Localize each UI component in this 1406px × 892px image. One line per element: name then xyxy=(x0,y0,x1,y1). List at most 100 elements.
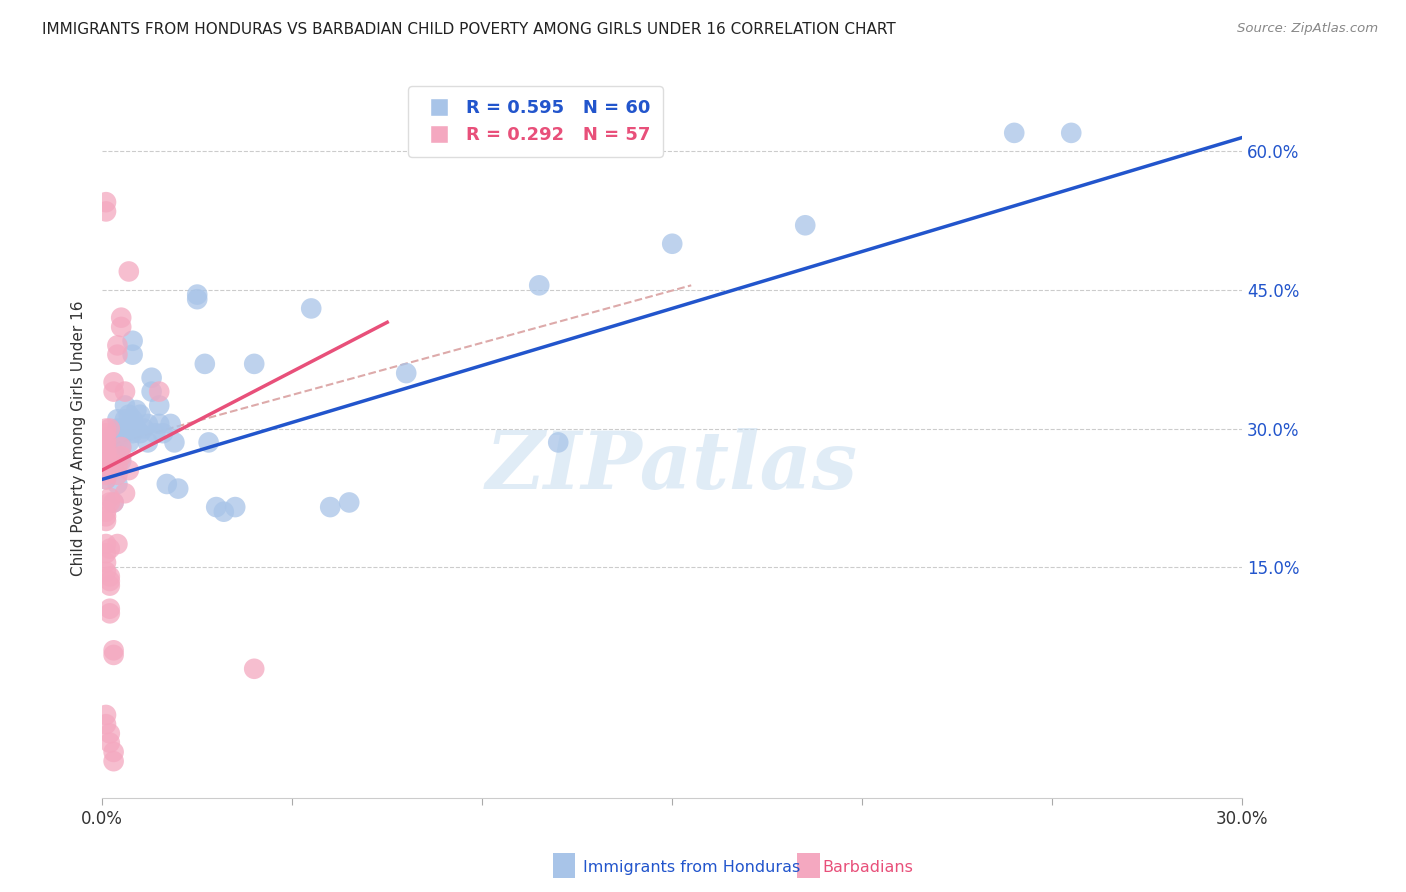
Point xyxy=(94,472,117,486)
Text: Barbadians: Barbadians xyxy=(823,860,914,874)
Point xyxy=(98,569,121,583)
Point xyxy=(94,514,117,528)
Point xyxy=(94,440,117,454)
Point xyxy=(103,754,125,768)
Point xyxy=(110,440,132,454)
Point xyxy=(121,348,143,362)
Point xyxy=(148,384,170,399)
Point xyxy=(132,421,155,435)
Point xyxy=(98,463,121,477)
Point xyxy=(94,458,117,473)
Point xyxy=(110,450,132,464)
Point xyxy=(107,467,129,482)
Point xyxy=(529,278,551,293)
Point xyxy=(337,495,360,509)
Point xyxy=(118,408,141,422)
Point xyxy=(107,348,129,362)
Point xyxy=(145,426,167,441)
Point xyxy=(794,219,817,233)
Point xyxy=(129,426,152,441)
Point xyxy=(94,435,117,450)
Point xyxy=(121,412,143,426)
Point xyxy=(186,292,208,306)
Point xyxy=(103,384,125,399)
Point xyxy=(94,195,117,210)
Point xyxy=(107,458,129,473)
Point xyxy=(107,450,129,464)
Point xyxy=(94,717,117,731)
Point xyxy=(197,435,219,450)
Point xyxy=(125,421,148,435)
Point xyxy=(94,546,117,560)
Point xyxy=(118,463,141,477)
Point xyxy=(107,338,129,352)
Point xyxy=(159,417,181,431)
Point xyxy=(98,601,121,615)
Point xyxy=(121,426,143,441)
Point xyxy=(103,648,125,662)
Text: Immigrants from Honduras: Immigrants from Honduras xyxy=(583,860,801,874)
Point xyxy=(205,500,228,514)
Point xyxy=(98,726,121,740)
Point xyxy=(107,435,129,450)
Point xyxy=(156,477,179,491)
Point xyxy=(103,431,125,445)
Point xyxy=(114,399,136,413)
Point xyxy=(1002,126,1025,140)
Point xyxy=(98,579,121,593)
Point xyxy=(94,204,117,219)
Point xyxy=(110,421,132,435)
Point xyxy=(118,421,141,435)
Point xyxy=(98,495,121,509)
Point xyxy=(110,310,132,325)
Point xyxy=(114,412,136,426)
Point xyxy=(194,357,217,371)
Point xyxy=(98,450,121,464)
Point xyxy=(94,505,117,519)
Point xyxy=(98,491,121,505)
Point xyxy=(98,736,121,750)
Point xyxy=(110,440,132,454)
Point xyxy=(103,495,125,509)
Point xyxy=(103,643,125,657)
Point xyxy=(136,435,159,450)
Point xyxy=(243,357,266,371)
Point xyxy=(98,421,121,435)
Point xyxy=(129,408,152,422)
Point xyxy=(118,264,141,278)
Point xyxy=(661,236,683,251)
Point xyxy=(110,319,132,334)
Point xyxy=(299,301,322,316)
Point xyxy=(103,376,125,390)
Point xyxy=(395,366,418,380)
Point xyxy=(94,537,117,551)
Point xyxy=(243,662,266,676)
Point xyxy=(141,370,163,384)
Point xyxy=(107,477,129,491)
Point xyxy=(152,426,174,441)
Point xyxy=(118,435,141,450)
Point xyxy=(94,565,117,579)
Point xyxy=(107,537,129,551)
Point xyxy=(1060,126,1083,140)
Text: Source: ZipAtlas.com: Source: ZipAtlas.com xyxy=(1237,22,1378,36)
Legend: R = 0.595   N = 60, R = 0.292   N = 57: R = 0.595 N = 60, R = 0.292 N = 57 xyxy=(408,87,662,157)
Point xyxy=(103,435,125,450)
Point xyxy=(103,495,125,509)
Point xyxy=(141,384,163,399)
Point xyxy=(94,472,117,486)
Point xyxy=(98,607,121,621)
Point xyxy=(107,412,129,426)
Point xyxy=(94,444,117,458)
Point xyxy=(148,417,170,431)
Point xyxy=(98,458,121,473)
Point xyxy=(94,708,117,723)
Point xyxy=(103,745,125,759)
Point xyxy=(163,435,186,450)
Point xyxy=(148,399,170,413)
Point xyxy=(121,334,143,348)
Point xyxy=(212,505,235,519)
Point xyxy=(224,500,246,514)
Point xyxy=(547,435,569,450)
Point xyxy=(125,403,148,417)
